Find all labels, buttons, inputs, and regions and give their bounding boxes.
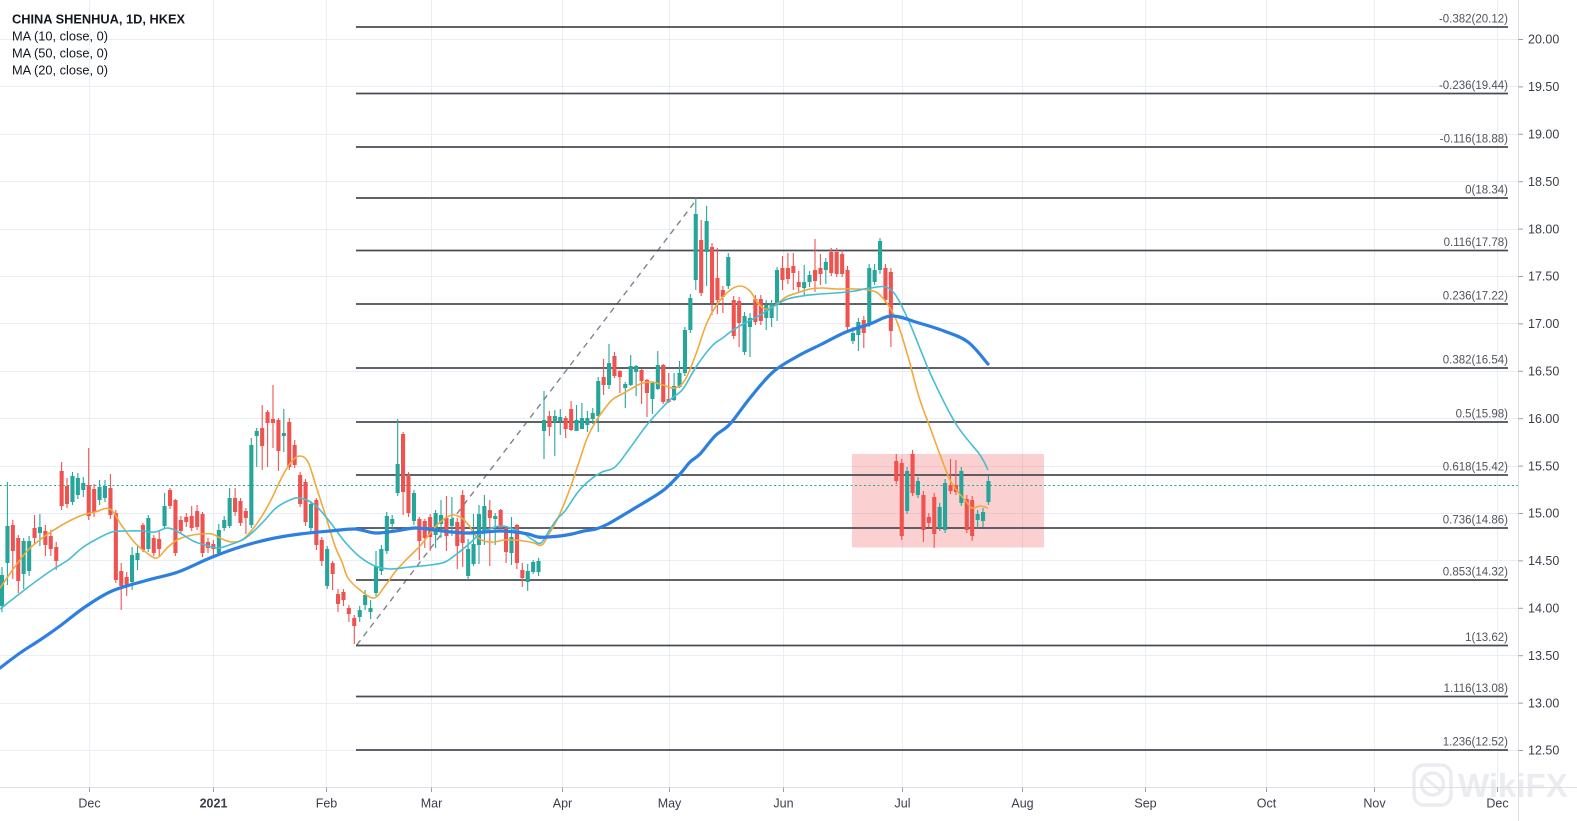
svg-text:15.50: 15.50 [1528,459,1559,473]
svg-text:WikiFX: WikiFX [1458,767,1568,804]
svg-text:Jun: Jun [773,797,793,811]
svg-text:12.50: 12.50 [1528,744,1559,758]
svg-text:20.00: 20.00 [1528,33,1559,47]
svg-text:14.00: 14.00 [1528,602,1559,616]
svg-text:CHINA SHENHUA, 1D, HKEX: CHINA SHENHUA, 1D, HKEX [12,12,185,27]
svg-text:May: May [658,797,682,811]
svg-text:Feb: Feb [316,797,338,811]
svg-text:1(13.62): 1(13.62) [1465,632,1508,644]
svg-text:2021: 2021 [200,797,228,811]
svg-text:-0.382(20.12): -0.382(20.12) [1439,14,1508,26]
svg-text:MA (50, close, 0): MA (50, close, 0) [12,46,108,61]
svg-text:0.382(16.54): 0.382(16.54) [1443,355,1508,367]
svg-text:-0.116(18.88): -0.116(18.88) [1440,134,1508,146]
svg-text:0.236(17.22): 0.236(17.22) [1443,291,1508,303]
svg-text:MA (20, close, 0): MA (20, close, 0) [12,63,108,78]
svg-text:18.00: 18.00 [1528,222,1559,236]
svg-text:-0.236(19.44): -0.236(19.44) [1439,80,1508,92]
svg-text:Jul: Jul [895,797,911,811]
svg-text:18.50: 18.50 [1528,175,1559,189]
svg-text:17.50: 17.50 [1528,270,1559,284]
svg-text:MA (10, close, 0): MA (10, close, 0) [12,29,108,44]
svg-text:0.5(15.98): 0.5(15.98) [1456,409,1509,421]
svg-text:0.853(14.32): 0.853(14.32) [1443,567,1508,579]
svg-text:19.50: 19.50 [1528,80,1559,94]
svg-text:Mar: Mar [421,797,443,811]
svg-text:15.00: 15.00 [1528,507,1559,521]
svg-text:16.50: 16.50 [1528,365,1559,379]
svg-text:1.116(13.08): 1.116(13.08) [1444,683,1509,695]
svg-text:1.236(12.52): 1.236(12.52) [1443,737,1508,749]
svg-text:17.00: 17.00 [1528,317,1559,331]
svg-text:0.618(15.42): 0.618(15.42) [1443,462,1508,474]
svg-text:13.50: 13.50 [1528,649,1559,663]
svg-text:Nov: Nov [1363,797,1386,811]
svg-text:13.00: 13.00 [1528,696,1559,710]
svg-text:Oct: Oct [1257,797,1277,811]
svg-text:14.50: 14.50 [1528,554,1559,568]
svg-text:16.00: 16.00 [1528,412,1559,426]
svg-text:19.00: 19.00 [1528,128,1559,142]
svg-text:Dec: Dec [78,797,100,811]
svg-text:0(18.34): 0(18.34) [1465,185,1508,197]
svg-text:Aug: Aug [1011,797,1033,811]
svg-text:Dec: Dec [1486,797,1508,811]
svg-text:Apr: Apr [553,797,572,811]
svg-text:0.116(17.78): 0.116(17.78) [1444,237,1509,249]
svg-text:Sep: Sep [1134,797,1156,811]
svg-text:0.736(14.86): 0.736(14.86) [1443,515,1508,527]
